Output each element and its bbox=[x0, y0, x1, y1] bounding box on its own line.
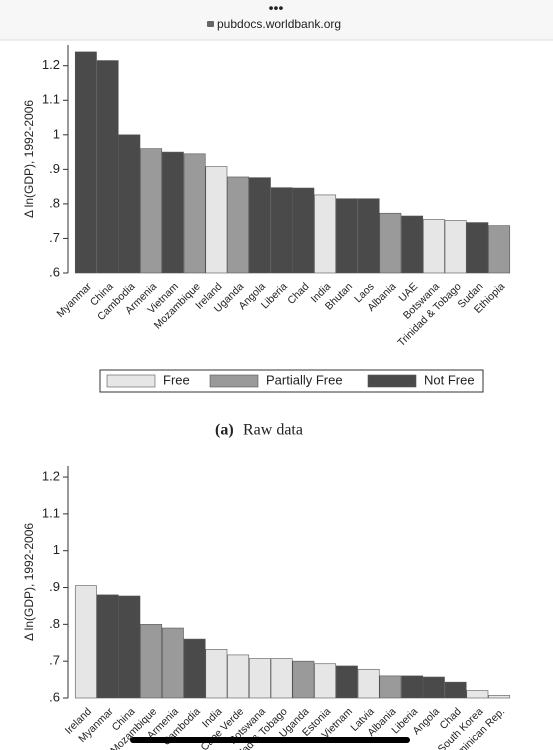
legend-label: Not Free bbox=[424, 372, 475, 387]
legend-swatch bbox=[106, 374, 156, 388]
y-tick-label: .9 bbox=[49, 579, 60, 594]
y-tick-label: 1.2 bbox=[42, 57, 60, 72]
y-tick-label: 1.2 bbox=[42, 468, 60, 483]
bar bbox=[314, 194, 337, 274]
bar bbox=[183, 153, 206, 274]
bar bbox=[161, 151, 184, 274]
legend-label: Partially Free bbox=[266, 372, 343, 387]
bar bbox=[227, 654, 250, 699]
browser-bar bbox=[0, 0, 553, 40]
bar bbox=[118, 595, 141, 699]
y-tick-label: 1 bbox=[53, 126, 60, 141]
bar bbox=[183, 638, 206, 699]
y-tick-label: .6 bbox=[49, 689, 60, 704]
bar bbox=[140, 624, 163, 699]
bar bbox=[401, 675, 424, 699]
bar bbox=[466, 222, 489, 274]
bar bbox=[379, 675, 402, 699]
bar bbox=[357, 198, 380, 274]
bar bbox=[335, 198, 358, 274]
bar bbox=[488, 695, 511, 699]
bar bbox=[140, 148, 163, 274]
bar bbox=[205, 166, 228, 274]
bar bbox=[270, 658, 293, 699]
bar bbox=[444, 681, 467, 699]
legend-box bbox=[99, 369, 484, 393]
bar bbox=[488, 225, 511, 274]
y-tick-label: 1 bbox=[53, 542, 60, 557]
bar bbox=[118, 134, 141, 274]
bar bbox=[96, 60, 119, 274]
legend-swatch bbox=[209, 374, 259, 388]
bar bbox=[205, 649, 228, 699]
bar bbox=[444, 220, 467, 274]
bar bbox=[466, 690, 489, 699]
x-tick-label: Chad bbox=[285, 280, 311, 306]
bar bbox=[335, 665, 358, 699]
bar bbox=[74, 51, 97, 274]
bar bbox=[422, 219, 445, 274]
legend-swatch bbox=[367, 374, 417, 388]
lock-icon bbox=[207, 21, 214, 27]
bar bbox=[248, 658, 271, 699]
url[interactable]: pubdocs.worldbank.org bbox=[217, 17, 341, 31]
bar bbox=[227, 176, 250, 274]
tab-dots: ••• bbox=[269, 0, 284, 16]
home-indicator bbox=[130, 737, 410, 743]
caption-text: Raw data bbox=[243, 422, 303, 439]
y-tick-label: 1.1 bbox=[42, 92, 60, 107]
legend-label: Free bbox=[163, 372, 190, 387]
y-axis-title: Δ ln(GDP), 1992-2006 bbox=[22, 523, 36, 641]
bar bbox=[379, 212, 402, 274]
y-tick-label: .8 bbox=[49, 195, 60, 210]
caption-label: (a) bbox=[215, 422, 234, 439]
y-tick-label: 1.1 bbox=[42, 505, 60, 520]
y-tick-label: .7 bbox=[49, 230, 60, 245]
y-axis-title: Δ ln(GDP), 1992-2006 bbox=[22, 100, 36, 218]
y-tick-label: .8 bbox=[49, 616, 60, 631]
bar bbox=[314, 663, 337, 699]
bar bbox=[292, 187, 315, 274]
y-tick-label: .7 bbox=[49, 653, 60, 668]
bar bbox=[401, 215, 424, 274]
bar bbox=[357, 668, 380, 699]
bar bbox=[96, 594, 119, 699]
y-tick-label: .9 bbox=[49, 161, 60, 176]
bar bbox=[161, 627, 184, 699]
bar bbox=[422, 676, 445, 699]
y-tick-label: .6 bbox=[49, 264, 60, 279]
bar bbox=[292, 660, 315, 699]
bar bbox=[270, 187, 293, 274]
bar bbox=[248, 177, 271, 274]
bar bbox=[74, 585, 97, 699]
